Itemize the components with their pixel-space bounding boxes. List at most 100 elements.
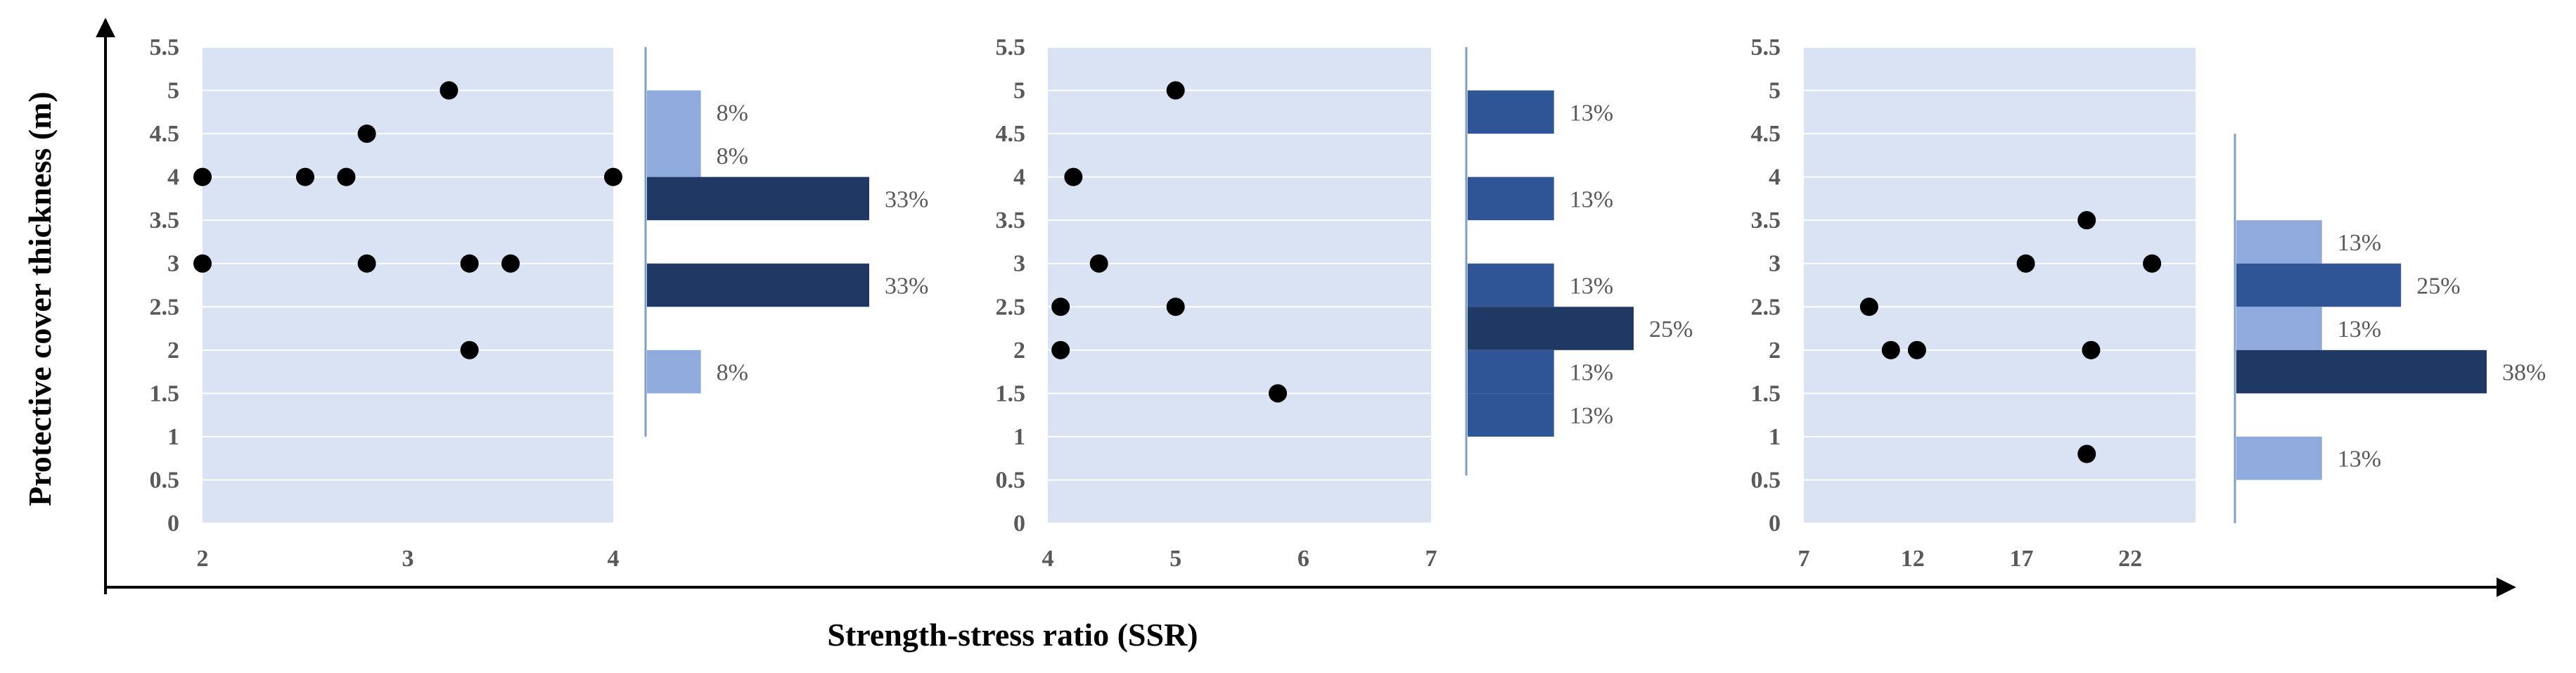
scatter-point — [1064, 167, 1083, 186]
y-tick-label: 0 — [167, 511, 179, 537]
histogram-percent-label: 13% — [1570, 360, 1613, 386]
y-tick-label: 3.5 — [150, 207, 180, 233]
y-tick-label: 5.5 — [150, 34, 180, 60]
y-tick-label: 1 — [1769, 424, 1781, 450]
histogram-bar — [1468, 177, 1554, 221]
histogram-percent-label: 13% — [1570, 403, 1613, 429]
histogram-percent-label: 33% — [885, 274, 928, 300]
histogram-bar — [1468, 90, 1554, 134]
histogram-bar — [2236, 350, 2487, 394]
y-tick-label: 3 — [167, 251, 179, 277]
histogram-percent-label: 8% — [717, 360, 748, 386]
y-tick-label: 4 — [1769, 165, 1781, 191]
y-tick-label: 1 — [167, 424, 179, 450]
scatter-point — [460, 340, 479, 359]
histogram-bar — [2236, 220, 2322, 264]
y-tick-label: 3.5 — [1751, 207, 1781, 233]
scatter-point — [460, 254, 479, 273]
scatter-point — [1881, 340, 1900, 359]
histogram-bar — [1468, 350, 1554, 394]
histogram-percent-label: 25% — [1649, 316, 1693, 342]
histogram-percent-label: 33% — [885, 186, 928, 212]
y-tick-label: 2.5 — [1751, 294, 1781, 320]
histogram-bar — [647, 263, 869, 307]
y-tick-label: 4 — [1013, 165, 1025, 191]
y-tick-label: 2.5 — [150, 294, 180, 320]
y-tick-label: 4.5 — [1751, 121, 1781, 147]
panel-1: 0 0.5 1 1.5 2 2.5 3 3.5 4 4.5 5 5.5 2 3 4 8% 8% 33% 33% 8% — [150, 34, 929, 572]
histogram-bar — [1468, 393, 1554, 437]
scatter-point — [2077, 211, 2096, 230]
x-tick-label: 22 — [2118, 546, 2142, 572]
y-tick-label: 0 — [1769, 511, 1781, 537]
histogram-bar — [1468, 263, 1554, 307]
plot-area — [1048, 47, 1431, 523]
y-tick-label: 2 — [167, 338, 179, 364]
x-tick-label: 12 — [1901, 546, 1925, 572]
x-axis-title: Strength-stress ratio (SSR) — [827, 617, 1198, 653]
plot-area — [203, 47, 613, 523]
y-tick-label: 1.5 — [1751, 380, 1781, 406]
histogram-percent-label: 13% — [2338, 230, 2381, 256]
y-tick-label: 5.5 — [1751, 34, 1781, 60]
histogram-bar — [2236, 307, 2322, 350]
y-tick-label: 5 — [167, 78, 179, 104]
x-tick-label: 5 — [1170, 546, 1181, 572]
histogram-percent-label: 8% — [717, 143, 748, 169]
scatter-point — [357, 254, 376, 273]
x-tick-label: 7 — [1425, 546, 1437, 572]
histogram-percent-label: 25% — [2416, 274, 2460, 300]
y-tick-label: 0 — [1013, 511, 1025, 537]
scatter-point — [2016, 254, 2035, 273]
histogram-bar — [1468, 307, 1634, 350]
y-tick-label: 2 — [1013, 338, 1025, 364]
x-tick-label: 17 — [2009, 546, 2033, 572]
y-tick-label: 0.5 — [996, 467, 1026, 493]
scatter-point — [1859, 297, 1878, 316]
x-tick-label: 7 — [1798, 546, 1810, 572]
scatter-point — [2077, 444, 2096, 463]
y-tick-label: 5 — [1769, 78, 1781, 104]
y-tick-label: 3 — [1013, 251, 1025, 277]
scatter-point — [1089, 254, 1108, 273]
scatter-point — [1166, 81, 1185, 100]
histogram-bar — [647, 177, 869, 221]
histogram-percent-label: 13% — [1570, 274, 1613, 300]
y-tick-label: 0.5 — [150, 467, 180, 493]
scatter-point — [1269, 384, 1287, 403]
y-tick-label: 2.5 — [996, 294, 1026, 320]
y-tick-label: 4 — [167, 165, 179, 191]
y-tick-label: 5 — [1013, 78, 1025, 104]
y-tick-label: 4.5 — [996, 121, 1026, 147]
histogram-percent-label: 8% — [717, 100, 748, 126]
histogram-percent-label: 13% — [2338, 316, 2381, 342]
scatter-point — [440, 81, 459, 100]
scatter-point — [1907, 340, 1926, 359]
histogram-bar — [647, 134, 701, 177]
x-tick-label: 4 — [1042, 546, 1054, 572]
y-tick-label: 1.5 — [150, 380, 180, 406]
y-tick-label: 1 — [1013, 424, 1025, 450]
scatter-point — [1051, 297, 1070, 316]
histogram-percent-label: 13% — [1570, 100, 1613, 126]
x-tick-label: 4 — [608, 546, 620, 572]
y-tick-label: 3.5 — [996, 207, 1026, 233]
y-tick-label: 1.5 — [996, 380, 1026, 406]
scatter-point — [1051, 340, 1070, 359]
scatter-point — [501, 254, 520, 273]
histogram-bar — [647, 350, 701, 394]
scatter-point — [193, 167, 212, 186]
histogram-bar — [2236, 263, 2402, 307]
panel-2: 0 0.5 1 1.5 2 2.5 3 3.5 4 4.5 5 5.5 4 5 6 7 13% 13% 13% 25%… — [996, 34, 1693, 572]
scatter-point — [2082, 340, 2101, 359]
histogram-percent-label: 13% — [2338, 447, 2381, 473]
x-tick-label: 6 — [1297, 546, 1309, 572]
y-tick-label: 2 — [1769, 338, 1781, 364]
scatter-point — [604, 167, 622, 186]
y-axis-title: Protective cover thickness (m) — [22, 91, 58, 506]
scatter-point — [357, 124, 376, 143]
y-tick-label: 3 — [1769, 251, 1781, 277]
x-tick-label: 2 — [197, 546, 209, 572]
